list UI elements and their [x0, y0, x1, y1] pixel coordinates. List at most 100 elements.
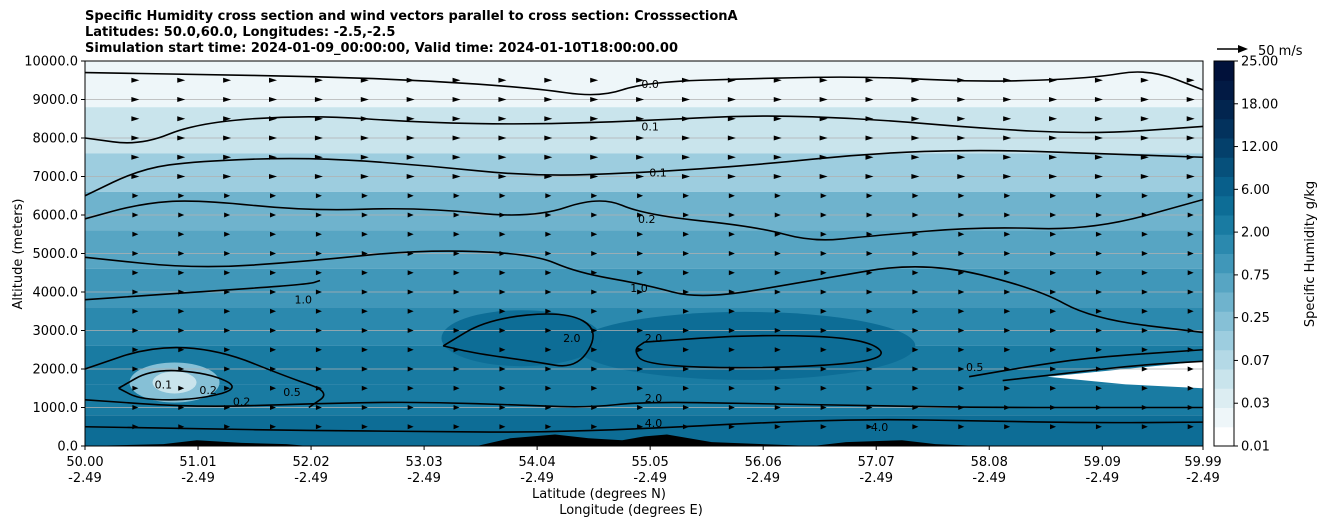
- wind-vector: [637, 270, 644, 276]
- wind-vector: [360, 135, 369, 141]
- wind-vector: [912, 405, 919, 410]
- wind-vector: [499, 212, 506, 218]
- wind-vector: [1187, 405, 1194, 410]
- wind-vector: [1187, 251, 1194, 256]
- wind-vector: [774, 270, 781, 276]
- wind-vector: [912, 193, 919, 199]
- contour-label-2: 0.1: [649, 167, 667, 180]
- wind-vector: [269, 97, 278, 102]
- wind-vector: [1140, 135, 1149, 141]
- wind-vector: [866, 231, 873, 237]
- wind-vector: [1095, 405, 1102, 410]
- wind-vector: [1004, 270, 1011, 276]
- wind-vector: [865, 116, 874, 122]
- wind-vector: [315, 231, 322, 237]
- wind-vector: [1004, 289, 1011, 295]
- wind-vector: [591, 251, 598, 256]
- wind-vector: [958, 424, 965, 430]
- wind-vector: [1050, 231, 1057, 237]
- wind-vector: [1050, 366, 1057, 372]
- wind-vector: [636, 116, 645, 122]
- contour-line-5: [85, 279, 321, 301]
- x-tick-label-lat-7: 57.07: [858, 455, 895, 470]
- wind-vector: [178, 424, 185, 430]
- colorbar-swatch-19: [1214, 61, 1234, 81]
- wind-vector: [912, 231, 919, 237]
- colorbar-swatch-9: [1214, 253, 1234, 274]
- wind-vector: [1050, 347, 1057, 353]
- wind-vector: [177, 77, 186, 83]
- wind-vector: [1279, 309, 1285, 314]
- contour-line-13: [1002, 360, 1203, 382]
- wind-vector: [1278, 78, 1286, 83]
- wind-vector: [314, 174, 323, 179]
- wind-vector: [544, 97, 553, 102]
- wind-vector: [1004, 193, 1011, 199]
- wind-vector: [1004, 385, 1011, 391]
- wind-vector: [1049, 174, 1058, 179]
- wind-vector: [774, 308, 781, 314]
- wind-vector: [1187, 289, 1194, 295]
- wind-vector: [132, 289, 139, 295]
- contour-line-9: [85, 418, 1203, 433]
- contour-line-3: [85, 198, 1203, 241]
- colorbar-tick-label-9: 25.00: [1241, 55, 1278, 70]
- wind-vector: [499, 270, 506, 276]
- wind-vector: [498, 116, 507, 122]
- wind-vector: [682, 405, 689, 410]
- wind-vector: [1095, 193, 1102, 199]
- wind-vector: [545, 193, 552, 199]
- wind-vector: [728, 385, 735, 391]
- wind-vector: [1141, 289, 1148, 295]
- wind-vector: [1004, 347, 1011, 353]
- wind-vector: [177, 97, 186, 102]
- wind-vector: [544, 116, 553, 122]
- wind-vector: [681, 77, 690, 83]
- wind-vector: [1049, 97, 1058, 102]
- colorbar-swatch-15: [1214, 138, 1234, 158]
- wind-vector: [820, 212, 827, 218]
- wind-vector: [958, 308, 965, 314]
- wind-vector: [270, 289, 277, 295]
- wind-vector: [682, 308, 689, 314]
- wind-vector: [406, 116, 415, 122]
- wind-vector: [590, 116, 599, 122]
- wind-vector: [1187, 212, 1194, 218]
- wind-vector: [637, 251, 644, 256]
- wind-vector: [453, 251, 460, 256]
- wind-vector: [224, 193, 231, 199]
- x-tick-label-lon-0: -2.49: [68, 471, 102, 486]
- wind-vector: [360, 116, 369, 122]
- wind-vector: [865, 97, 874, 102]
- moist-core-east: [575, 311, 916, 380]
- wind-vector: [498, 154, 507, 160]
- wind-vector: [132, 405, 139, 410]
- wind-vector: [545, 270, 552, 276]
- wind-vector: [224, 347, 231, 353]
- wind-vector: [1141, 328, 1148, 333]
- wind-vector: [1141, 385, 1148, 391]
- wind-vector: [361, 347, 368, 353]
- wind-vector: [315, 289, 322, 295]
- wind-vector: [958, 231, 965, 237]
- wind-vector: [590, 174, 599, 179]
- wind-vector: [957, 97, 966, 102]
- wind-vector: [178, 347, 185, 353]
- wind-vector: [270, 251, 277, 256]
- contour-line-11: [85, 346, 325, 409]
- wind-vector: [1004, 251, 1011, 256]
- wind-vector: [1140, 174, 1149, 179]
- wind-vector: [132, 424, 139, 430]
- wind-vector: [132, 366, 139, 372]
- colorbar-swatch-4: [1214, 349, 1234, 370]
- wind-vector: [911, 97, 920, 102]
- wind-vector: [270, 424, 277, 430]
- wind-vector: [545, 405, 552, 410]
- wind-vector: [637, 405, 644, 410]
- x-tick-label-lat-8: 58.08: [971, 455, 1008, 470]
- wind-vector: [270, 308, 277, 314]
- wind-vector: [727, 135, 736, 141]
- x-tick-label-lon-9: -2.49: [1085, 471, 1119, 486]
- vector-key: 50 m/s: [1217, 44, 1303, 59]
